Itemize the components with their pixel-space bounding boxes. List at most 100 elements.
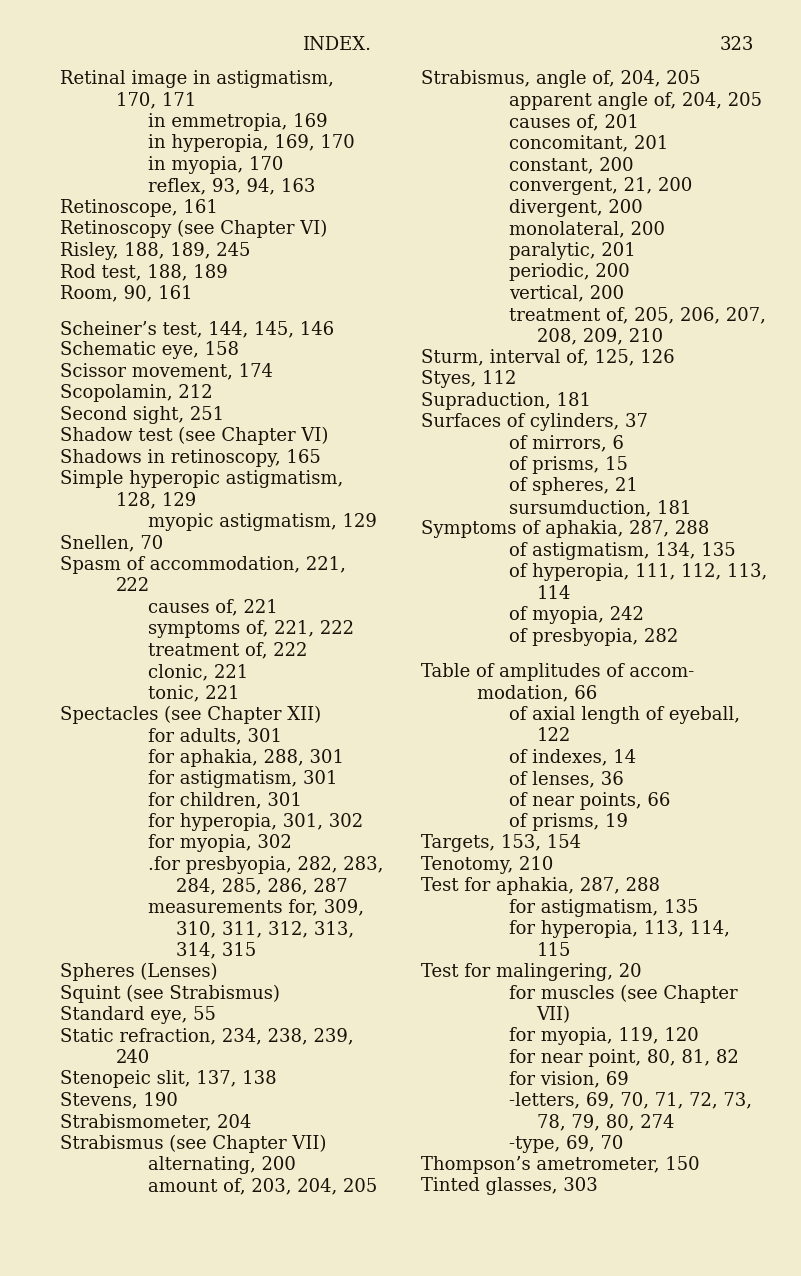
Text: Stenopeic slit, 137, 138: Stenopeic slit, 137, 138 [60,1071,276,1088]
Text: Scopolamin, 212: Scopolamin, 212 [60,384,213,402]
Text: Test for aphakia, 287, 288: Test for aphakia, 287, 288 [421,878,659,896]
Text: Second sight, 251: Second sight, 251 [60,406,224,424]
Text: Retinoscopy (see Chapter VI): Retinoscopy (see Chapter VI) [60,221,328,239]
Text: for vision, 69: for vision, 69 [509,1071,629,1088]
Text: paralytic, 201: paralytic, 201 [509,241,635,260]
Text: Strabismus (see Chapter VII): Strabismus (see Chapter VII) [60,1134,327,1152]
Text: for myopia, 302: for myopia, 302 [148,835,292,852]
Text: Symptoms of aphakia, 287, 288: Symptoms of aphakia, 287, 288 [421,521,709,538]
Text: for aphakia, 288, 301: for aphakia, 288, 301 [148,749,344,767]
Text: Stevens, 190: Stevens, 190 [60,1092,178,1110]
Text: of myopia, 242: of myopia, 242 [509,606,643,624]
Text: of indexes, 14: of indexes, 14 [509,749,636,767]
Text: measurements for, 309,: measurements for, 309, [148,898,364,916]
Text: 240: 240 [116,1049,151,1067]
Text: Snellen, 70: Snellen, 70 [60,535,163,553]
Text: Schematic eye, 158: Schematic eye, 158 [60,342,239,360]
Text: Targets, 153, 154: Targets, 153, 154 [421,835,581,852]
Text: Styes, 112: Styes, 112 [421,370,516,388]
Text: Spheres (Lenses): Spheres (Lenses) [60,963,218,981]
Text: Sturm, interval of, 125, 126: Sturm, interval of, 125, 126 [421,348,674,367]
Text: alternating, 200: alternating, 200 [148,1156,296,1174]
Text: 78, 79, 80, 274: 78, 79, 80, 274 [537,1113,674,1131]
Text: for near point, 80, 81, 82: for near point, 80, 81, 82 [509,1049,739,1067]
Text: convergent, 21, 200: convergent, 21, 200 [509,177,692,195]
Text: of near points, 66: of near points, 66 [509,791,670,809]
Text: of lenses, 36: of lenses, 36 [509,771,623,789]
Text: Scheiner’s test, 144, 145, 146: Scheiner’s test, 144, 145, 146 [60,320,334,338]
Text: Spectacles (see Chapter XII): Spectacles (see Chapter XII) [60,706,321,723]
Text: Strabismus, angle of, 204, 205: Strabismus, angle of, 204, 205 [421,70,700,88]
Text: symptoms of, 221, 222: symptoms of, 221, 222 [148,620,354,638]
Text: tonic, 221: tonic, 221 [148,684,239,702]
Text: VII): VII) [537,1005,570,1023]
Text: of prisms, 15: of prisms, 15 [509,456,627,475]
Text: -letters, 69, 70, 71, 72, 73,: -letters, 69, 70, 71, 72, 73, [509,1092,751,1110]
Text: Tenotomy, 210: Tenotomy, 210 [421,856,553,874]
Text: Surfaces of cylinders, 37: Surfaces of cylinders, 37 [421,413,647,431]
Text: Test for malingering, 20: Test for malingering, 20 [421,963,641,981]
Text: sursumduction, 181: sursumduction, 181 [509,499,691,517]
Text: 115: 115 [537,942,571,960]
Text: for adults, 301: for adults, 301 [148,727,282,745]
Text: Static refraction, 234, 238, 239,: Static refraction, 234, 238, 239, [60,1027,354,1045]
Text: for children, 301: for children, 301 [148,791,302,809]
Text: 208, 209, 210: 208, 209, 210 [537,328,662,346]
Text: 128, 129: 128, 129 [116,491,196,509]
Text: Supraduction, 181: Supraduction, 181 [421,392,590,410]
Text: vertical, 200: vertical, 200 [509,285,624,302]
Text: Room, 90, 161: Room, 90, 161 [60,285,193,302]
Text: Strabismometer, 204: Strabismometer, 204 [60,1113,252,1131]
Text: 170, 171: 170, 171 [116,92,196,110]
Text: Tinted glasses, 303: Tinted glasses, 303 [421,1178,598,1196]
Text: periodic, 200: periodic, 200 [509,263,630,281]
Text: for astigmatism, 301: for astigmatism, 301 [148,771,338,789]
Text: constant, 200: constant, 200 [509,156,634,174]
Text: Risley, 188, 189, 245: Risley, 188, 189, 245 [60,241,251,260]
Text: 114: 114 [537,584,571,602]
Text: treatment of, 205, 206, 207,: treatment of, 205, 206, 207, [509,306,766,324]
Text: in myopia, 170: in myopia, 170 [148,156,284,174]
Text: of mirrors, 6: of mirrors, 6 [509,435,623,453]
Text: Simple hyperopic astigmatism,: Simple hyperopic astigmatism, [60,470,344,487]
Text: .for presbyopia, 282, 283,: .for presbyopia, 282, 283, [148,856,384,874]
Text: of astigmatism, 134, 135: of astigmatism, 134, 135 [509,542,735,560]
Text: 323: 323 [720,36,754,54]
Text: causes of, 221: causes of, 221 [148,598,278,616]
Text: in emmetropia, 169: in emmetropia, 169 [148,114,328,131]
Text: Scissor movement, 174: Scissor movement, 174 [60,362,273,380]
Text: of presbyopia, 282: of presbyopia, 282 [509,628,678,646]
Text: Spasm of accommodation, 221,: Spasm of accommodation, 221, [60,556,346,574]
Text: for hyperopia, 113, 114,: for hyperopia, 113, 114, [509,920,730,938]
Text: Shadow test (see Chapter VI): Shadow test (see Chapter VI) [60,427,328,445]
Text: 222: 222 [116,577,151,595]
Text: concomitant, 201: concomitant, 201 [509,134,668,153]
Text: of hyperopia, 111, 112, 113,: of hyperopia, 111, 112, 113, [509,563,767,582]
Text: monolateral, 200: monolateral, 200 [509,221,665,239]
Text: for muscles (see Chapter: for muscles (see Chapter [509,985,737,1003]
Text: 284, 285, 286, 287: 284, 285, 286, 287 [176,878,348,896]
Text: Thompson’s ametrometer, 150: Thompson’s ametrometer, 150 [421,1156,699,1174]
Text: 314, 315: 314, 315 [176,942,256,960]
Text: of axial length of eyeball,: of axial length of eyeball, [509,706,739,723]
Text: for astigmatism, 135: for astigmatism, 135 [509,898,698,916]
Text: divergent, 200: divergent, 200 [509,199,642,217]
Text: modation, 66: modation, 66 [477,684,597,702]
Text: INDEX.: INDEX. [302,36,371,54]
Text: Shadows in retinoscopy, 165: Shadows in retinoscopy, 165 [60,449,321,467]
Text: Table of amplitudes of accom-: Table of amplitudes of accom- [421,664,694,681]
Text: for myopia, 119, 120: for myopia, 119, 120 [509,1027,698,1045]
Text: myopic astigmatism, 129: myopic astigmatism, 129 [148,513,377,531]
Text: Squint (see Strabismus): Squint (see Strabismus) [60,985,280,1003]
Text: clonic, 221: clonic, 221 [148,664,248,681]
Text: -type, 69, 70: -type, 69, 70 [509,1134,623,1152]
Text: of prisms, 19: of prisms, 19 [509,813,628,831]
Text: of spheres, 21: of spheres, 21 [509,477,638,495]
Text: treatment of, 222: treatment of, 222 [148,642,308,660]
Text: apparent angle of, 204, 205: apparent angle of, 204, 205 [509,92,762,110]
Text: reflex, 93, 94, 163: reflex, 93, 94, 163 [148,177,316,195]
Text: in hyperopia, 169, 170: in hyperopia, 169, 170 [148,134,355,153]
Text: 122: 122 [537,727,571,745]
Text: causes of, 201: causes of, 201 [509,114,638,131]
Text: 310, 311, 312, 313,: 310, 311, 312, 313, [176,920,354,938]
